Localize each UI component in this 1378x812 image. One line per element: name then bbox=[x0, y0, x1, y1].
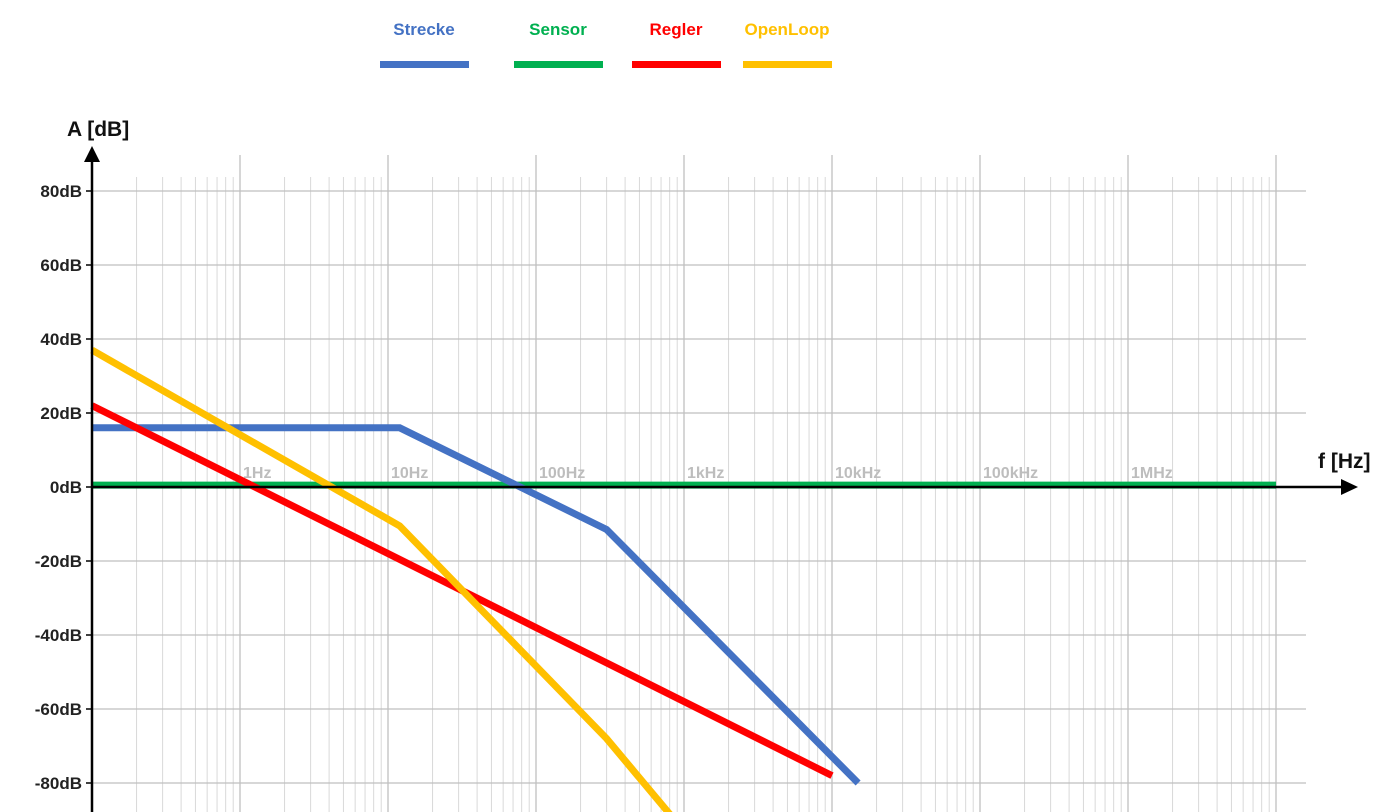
x-axis-arrow bbox=[1341, 479, 1358, 495]
x-tick-label: 10Hz bbox=[391, 465, 428, 482]
x-tick-label: 10kHz bbox=[835, 465, 881, 482]
y-tick-label: 0dB bbox=[50, 478, 82, 497]
x-axis-title: f [Hz] bbox=[1318, 450, 1370, 473]
y-tick-label: 40dB bbox=[40, 330, 82, 349]
legend-label-strecke: Strecke bbox=[393, 20, 454, 39]
legend-swatch-sensor bbox=[514, 61, 603, 68]
y-tick-label: -40dB bbox=[35, 626, 82, 645]
axes: A [dB] f [Hz] bbox=[67, 118, 1370, 812]
x-tick-label: 1Hz bbox=[243, 465, 271, 482]
major-grid bbox=[92, 155, 1306, 812]
y-tick-label: 60dB bbox=[40, 256, 82, 275]
series-lines bbox=[90, 347, 1276, 812]
y-tick-label: -20dB bbox=[35, 552, 82, 571]
y-tick-label: 80dB bbox=[40, 182, 82, 201]
x-tick-label: 100Hz bbox=[539, 465, 585, 482]
y-axis-arrow bbox=[84, 146, 100, 162]
y-tick-labels: 80dB 60dB 40dB 20dB 0dB -20dB -40dB -60dB -80dB bbox=[35, 182, 92, 793]
y-tick-label: -80dB bbox=[35, 774, 82, 793]
x-tick-label: 1MHz bbox=[1131, 465, 1173, 482]
legend-swatch-strecke bbox=[380, 61, 469, 68]
legend-label-openloop: OpenLoop bbox=[745, 20, 830, 39]
y-tick-label: 20dB bbox=[40, 404, 82, 423]
y-tick-label: -60dB bbox=[35, 700, 82, 719]
x-tick-label: 1kHz bbox=[687, 465, 724, 482]
series-line-openloop bbox=[90, 347, 673, 812]
legend: Strecke Sensor Regler OpenLoop bbox=[380, 20, 832, 68]
legend-label-regler: Regler bbox=[650, 20, 703, 39]
minor-grid bbox=[136, 177, 1270, 812]
y-axis-title: A [dB] bbox=[67, 118, 129, 141]
series-line-strecke bbox=[92, 424, 861, 786]
x-tick-label: 100kHz bbox=[983, 465, 1038, 482]
legend-swatch-regler bbox=[632, 61, 721, 68]
legend-swatch-openloop bbox=[743, 61, 832, 68]
x-tick-labels: 1Hz 10Hz 100Hz 1kHz 10kHz 100kHz 1MHz bbox=[243, 465, 1173, 482]
legend-label-sensor: Sensor bbox=[529, 20, 587, 39]
